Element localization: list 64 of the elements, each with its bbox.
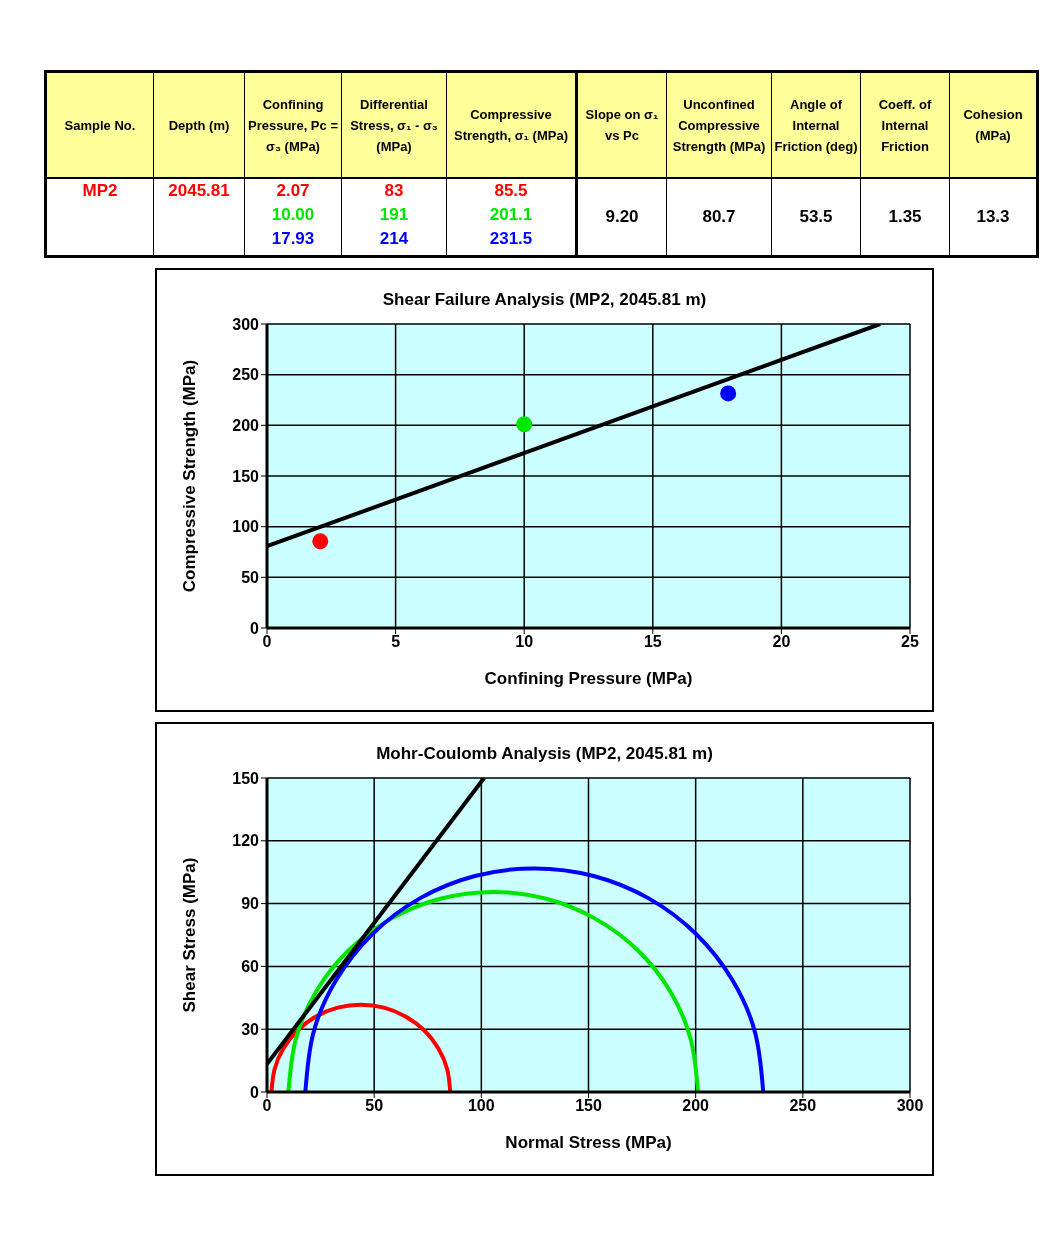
y-tick-label: 250 <box>232 366 260 384</box>
line-series <box>269 1002 453 1092</box>
y-tick-label: 30 <box>241 1020 260 1038</box>
y-tick-label: 150 <box>232 769 260 787</box>
category-label: Cohesion (MPa) <box>950 73 1036 179</box>
x-tick-label: 200 <box>682 1097 710 1115</box>
point <box>720 385 737 402</box>
x-tick-label: 50 <box>365 1097 384 1115</box>
data-label: 201.1 <box>489 204 533 226</box>
data-label: 9.20 <box>605 207 639 227</box>
line-series <box>303 866 766 1092</box>
data-label: 83 <box>384 180 404 202</box>
x-tick-label: 0 <box>262 1097 272 1115</box>
x-tick-label: 300 <box>896 1097 924 1115</box>
y-tick-label: 0 <box>250 619 260 637</box>
y-tick-label: 90 <box>241 895 260 913</box>
chart-title: Mohr-Coulomb Analysis (MP2, 2045.81 m) <box>375 744 714 764</box>
x-axis-title: Normal Stress (MPa) <box>505 1133 672 1152</box>
x-tick-label: 5 <box>391 633 401 651</box>
y-tick-label: 150 <box>232 467 260 485</box>
data-label: MP2 <box>82 180 118 202</box>
y-tick-label: 200 <box>232 417 260 435</box>
x-tick-label: 20 <box>772 633 791 651</box>
data-label: 13.3 <box>976 207 1010 227</box>
point <box>312 533 329 550</box>
y-tick-label: 100 <box>232 518 260 536</box>
category-label: Coeff. of Internal Friction <box>861 73 949 179</box>
category-label: Sample No. <box>47 73 153 179</box>
x-tick-label: 150 <box>575 1097 602 1115</box>
line-series <box>286 889 701 1092</box>
y-tick-label: 0 <box>250 1083 260 1101</box>
y-tick-label: 120 <box>232 832 260 850</box>
y-tick-label: 60 <box>241 958 260 976</box>
category-label: Differential Stress, σ₁ - σ₃ (MPa) <box>342 73 446 179</box>
x-axis-title: Confining Pressure (MPa) <box>484 669 693 688</box>
data-label: 17.93 <box>271 228 315 250</box>
data-label: 214 <box>379 228 409 250</box>
data-label: 80.7 <box>702 207 736 227</box>
chart-title: Shear Failure Analysis (MP2, 2045.81 m) <box>381 290 708 310</box>
y-tick-label: 50 <box>241 569 260 587</box>
data-label: 10.00 <box>271 204 315 226</box>
data-label: 231.5 <box>489 228 533 250</box>
y-axis-title: Shear Stress (MPa) <box>180 857 200 1013</box>
x-tick-label: 0 <box>262 633 272 651</box>
data-label: 2045.81 <box>168 180 230 202</box>
category-label: Depth (m) <box>154 73 244 179</box>
x-tick-label: 250 <box>789 1097 817 1115</box>
x-tick-label: 10 <box>515 633 534 651</box>
data-label: 53.5 <box>799 207 833 227</box>
category-label: Unconfined Compressive Strength (MPa) <box>667 73 771 179</box>
y-axis-title: Compressive Strength (MPa) <box>180 359 200 593</box>
category-label: Confining Pressure, Pc = σ₃ (MPa) <box>245 73 341 179</box>
data-label: 1.35 <box>888 207 922 227</box>
data-label: 191 <box>379 204 409 226</box>
data-label: 85.5 <box>494 180 528 202</box>
x-tick-label: 15 <box>643 633 662 651</box>
x-tick-label: 25 <box>901 633 919 651</box>
category-label: Slope on σ₁ vs Pc <box>578 73 666 179</box>
point <box>516 416 533 433</box>
data-label: 2.07 <box>276 180 310 202</box>
category-label: Angle of Internal Friction (deg) <box>772 73 860 179</box>
x-tick-label: 100 <box>467 1097 495 1115</box>
y-tick-label: 300 <box>232 315 260 333</box>
category-label: Compressive Strength, σ₁ (MPa) <box>447 73 575 179</box>
